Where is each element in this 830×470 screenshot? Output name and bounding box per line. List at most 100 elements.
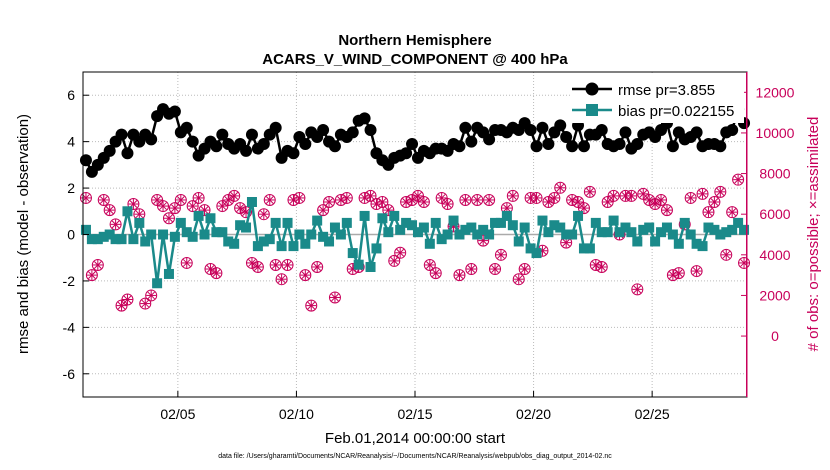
obs-possible-marker [483, 193, 496, 206]
obs-assimilated-marker [656, 194, 667, 205]
bias-point [347, 248, 358, 259]
obs-assimilated-stroke [704, 208, 713, 217]
bias-point [513, 236, 524, 247]
obs-possible-marker [471, 193, 484, 206]
y-axis-label: rmse and bias (model - observation) [15, 114, 32, 354]
obs-assimilated-stroke [674, 269, 683, 277]
bias-point [193, 210, 204, 221]
right-axis-line [746, 72, 748, 397]
rmse-point [483, 133, 496, 146]
rmse-point [613, 137, 626, 150]
obs-possible-marker [708, 196, 721, 208]
obs-assimilated-stroke [657, 196, 665, 204]
bias-point [673, 238, 684, 249]
bias-point [626, 227, 637, 238]
obs-assimilated-stroke [562, 238, 571, 247]
obs-assimilated-stroke [485, 196, 493, 204]
obs-assimilated-marker [98, 194, 109, 205]
obs-assimilated-stroke [277, 275, 286, 284]
obs-assimilated-stroke [171, 204, 179, 212]
obs-assimilated-marker [513, 274, 524, 285]
obs-assimilated-marker [365, 190, 376, 201]
rmse-point [168, 105, 181, 118]
obs-assimilated-stroke [455, 271, 464, 279]
obs-possible-marker [382, 204, 395, 217]
bias-point [430, 217, 441, 228]
obs-assimilated-marker [691, 266, 702, 277]
rmse-point [453, 140, 466, 153]
obs-assimilated-stroke [194, 194, 203, 202]
rmse-point [524, 124, 537, 137]
y2-tick-label: 2000 [759, 287, 790, 303]
bias-point [501, 210, 512, 221]
bias-point [187, 231, 198, 242]
obs-assimilated-marker [661, 205, 672, 216]
obs-possible-marker [548, 191, 561, 204]
rmse-point [406, 137, 419, 150]
bias-point [667, 229, 678, 240]
obs-assimilated-marker [329, 292, 340, 303]
obs-possible-marker [121, 293, 134, 306]
bias-point [306, 229, 317, 240]
rmse-point [186, 135, 199, 148]
obs-possible-marker [281, 258, 294, 271]
obs-possible-marker [85, 269, 98, 282]
obs-assimilated-stroke [544, 198, 553, 206]
obs-assimilated-marker [193, 192, 204, 203]
obs-assimilated-marker [282, 259, 293, 270]
obs-possible-marker [577, 202, 590, 215]
bias-point [573, 210, 584, 221]
obs-assimilated-marker [549, 192, 560, 203]
obs-assimilated-marker [110, 219, 121, 230]
obs-possible-marker [690, 265, 703, 278]
obs-assimilated-marker [140, 298, 151, 309]
bias-point [567, 229, 578, 240]
obs-assimilated-stroke [663, 206, 671, 214]
obs-possible-marker [394, 246, 407, 259]
obs-assimilated-marker [685, 192, 696, 203]
rmse-point [328, 140, 341, 153]
obs-assimilated-marker [300, 270, 311, 281]
obs-possible-marker [145, 289, 158, 302]
y-tick-label: 4 [67, 134, 75, 150]
obs-assimilated-stroke [259, 210, 268, 219]
bias-point [329, 222, 340, 233]
x-tick-label: 02/10 [279, 406, 314, 422]
obs-assimilated-marker [709, 197, 720, 207]
rmse-point [400, 147, 413, 160]
x-axis-label: Feb.01,2014 00:00:00 start [325, 430, 506, 447]
obs-assimilated-stroke [188, 202, 197, 210]
obs-possible-marker [660, 204, 673, 217]
y-tick-label: -2 [63, 273, 76, 289]
obs-assimilated-stroke [153, 196, 161, 204]
bias-point [312, 215, 323, 226]
bias-point [140, 236, 151, 247]
obs-possible-marker [684, 191, 697, 204]
rmse-point [180, 121, 193, 134]
bias-point [709, 224, 720, 235]
obs-assimilated-marker [466, 264, 477, 275]
bias-point [715, 229, 726, 240]
x-tick-label: 02/25 [635, 406, 670, 422]
legend-bias-label: bias pr=0.022155 [618, 103, 734, 120]
obs-assimilated-stroke [230, 192, 239, 200]
rmse-point [577, 140, 590, 153]
obs-assimilated-marker [122, 294, 133, 305]
obs-possible-marker [554, 181, 567, 194]
bias-point [549, 220, 560, 231]
rmse-point [216, 128, 229, 141]
obs-assimilated-marker [86, 270, 97, 281]
obs-assimilated-marker [519, 264, 530, 275]
obs-assimilated-stroke [366, 192, 375, 200]
obs-assimilated-marker [584, 186, 595, 197]
y-tick-label: 0 [67, 227, 75, 243]
rmse-point [240, 144, 253, 157]
bias-point [258, 236, 269, 247]
obs-assimilated-stroke [93, 261, 102, 269]
obs-assimilated-marker [460, 194, 471, 205]
obs-possible-marker [512, 273, 525, 286]
obs-assimilated-stroke [597, 263, 606, 271]
obs-assimilated-stroke [313, 263, 322, 271]
rmse-point [714, 140, 727, 153]
rmse-point [690, 126, 703, 139]
